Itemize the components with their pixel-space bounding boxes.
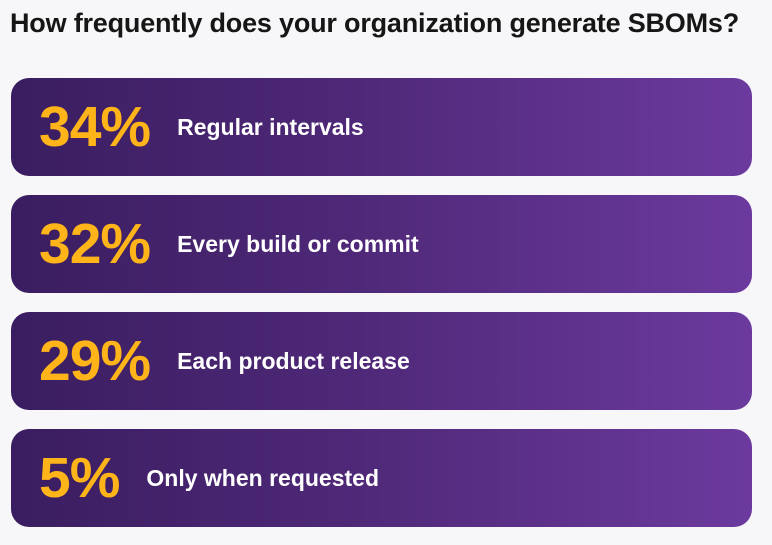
stat-label: Each product release — [177, 347, 410, 374]
stat-card: 32% Every build or commit — [11, 195, 752, 293]
chart-title: How frequently does your organization ge… — [10, 8, 739, 38]
stat-card: 34% Regular intervals — [11, 78, 752, 176]
stat-card: 29% Each product release — [11, 312, 752, 410]
stat-label: Regular intervals — [177, 113, 364, 140]
stat-label: Only when requested — [146, 464, 379, 491]
stat-percent: 34% — [39, 94, 151, 159]
stat-percent: 32% — [39, 211, 151, 276]
stat-percent: 5% — [39, 445, 120, 510]
stat-label: Every build or commit — [177, 230, 419, 257]
stat-card: 5% Only when requested — [11, 429, 752, 527]
stat-percent: 29% — [39, 328, 151, 393]
stat-cards: 34% Regular intervals 32% Every build or co… — [11, 78, 752, 527]
